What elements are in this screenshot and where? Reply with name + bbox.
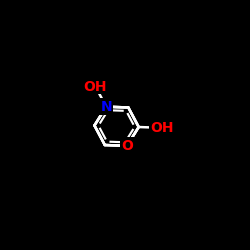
Text: N: N — [100, 100, 112, 114]
Text: O: O — [121, 139, 133, 153]
Text: OH: OH — [84, 80, 107, 94]
Text: OH: OH — [150, 121, 174, 135]
